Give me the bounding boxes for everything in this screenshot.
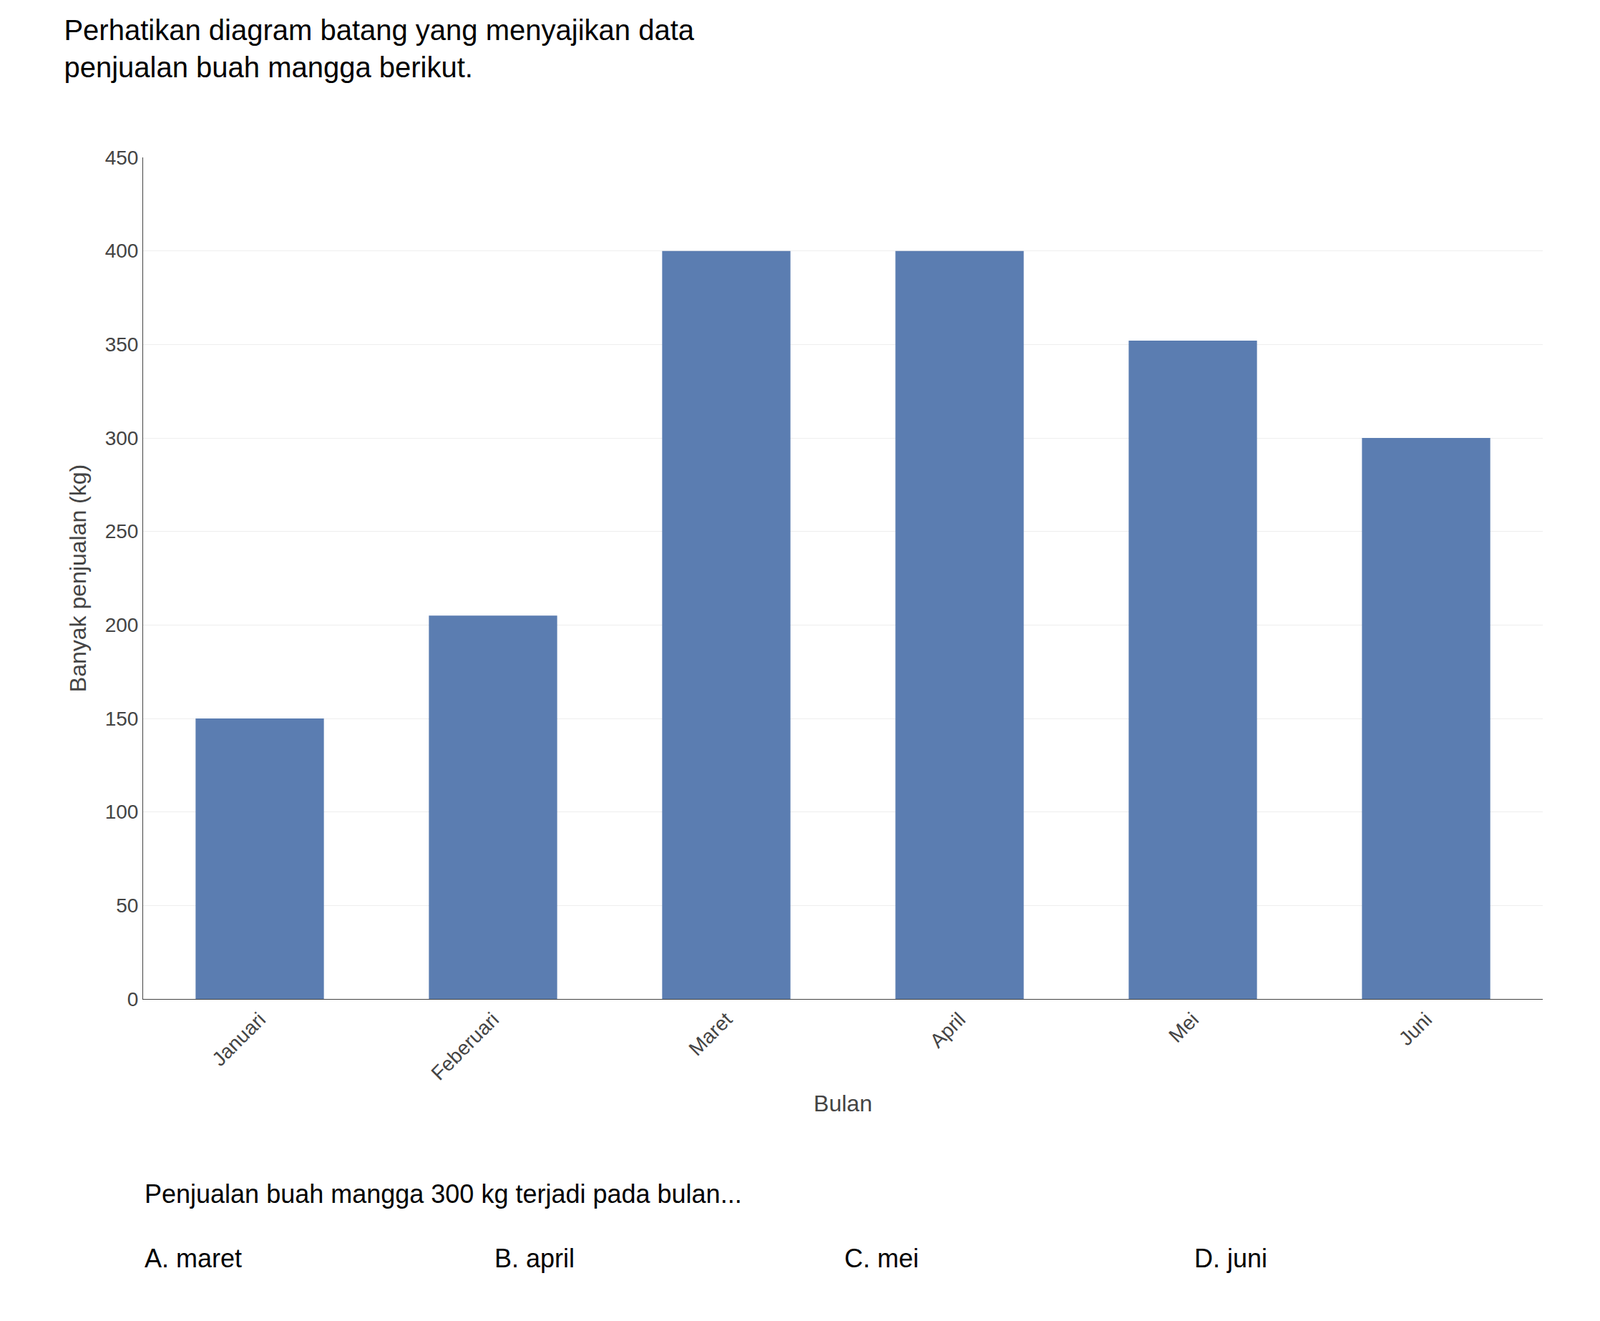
svg-text:450: 450 bbox=[105, 146, 139, 169]
svg-text:Januari: Januari bbox=[207, 1008, 270, 1071]
svg-text:April: April bbox=[925, 1008, 971, 1053]
svg-text:D. juni: D. juni bbox=[1194, 1243, 1268, 1273]
svg-text:250: 250 bbox=[105, 520, 139, 543]
svg-text:Banyak penjualan (kg): Banyak penjualan (kg) bbox=[65, 464, 91, 692]
svg-text:100: 100 bbox=[105, 800, 139, 823]
svg-text:Maret: Maret bbox=[684, 1008, 738, 1061]
svg-text:0: 0 bbox=[127, 988, 139, 1011]
svg-text:Perhatikan diagram batang yang: Perhatikan diagram batang yang menyajika… bbox=[63, 14, 695, 84]
svg-text:A. maret: A. maret bbox=[144, 1243, 242, 1273]
svg-text:Juni: Juni bbox=[1394, 1008, 1437, 1050]
svg-text:200: 200 bbox=[105, 613, 139, 637]
svg-text:50: 50 bbox=[115, 894, 139, 917]
svg-text:Bulan: Bulan bbox=[813, 1090, 873, 1117]
svg-text:B. april: B. april bbox=[494, 1243, 575, 1273]
svg-text:150: 150 bbox=[105, 707, 139, 730]
svg-text:C. mei: C. mei bbox=[844, 1243, 919, 1273]
svg-text:Feberuari: Feberuari bbox=[426, 1008, 504, 1085]
svg-text:Penjualan buah mangga 300 kg t: Penjualan buah mangga 300 kg terjadi pad… bbox=[144, 1179, 743, 1209]
svg-text:Mei: Mei bbox=[1164, 1008, 1203, 1047]
svg-text:300: 300 bbox=[105, 427, 139, 450]
svg-text:400: 400 bbox=[105, 239, 139, 262]
svg-text:350: 350 bbox=[105, 333, 139, 356]
